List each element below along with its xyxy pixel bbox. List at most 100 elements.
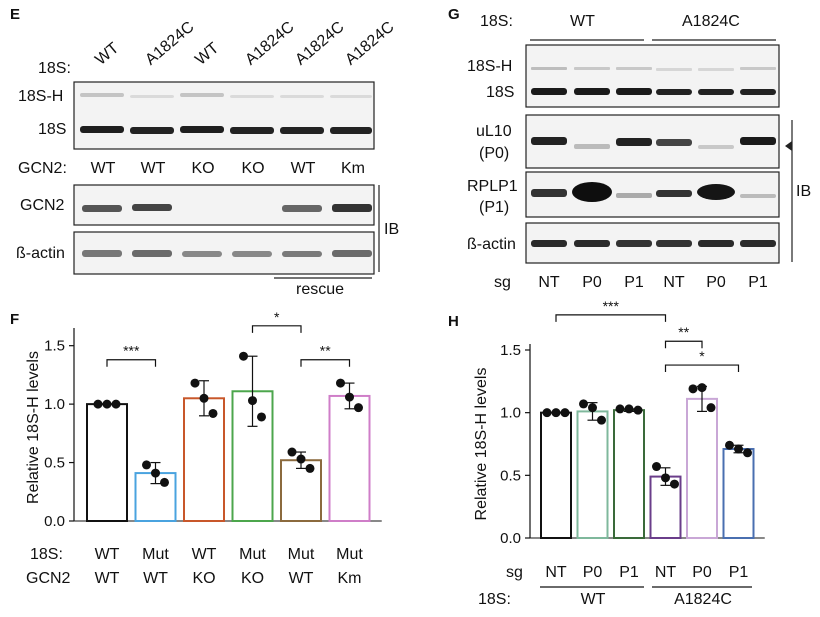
g-sg-lane-1: P0: [582, 274, 602, 291]
data-point: [542, 408, 552, 418]
data-point: [160, 477, 169, 487]
panel-letter-h: H: [448, 313, 459, 330]
g-label-p1: (P1): [479, 199, 509, 216]
g-blot-ul10-bands: [531, 137, 776, 149]
e-gcn2-lane-labels: WT WT KO KO WT Km: [91, 160, 365, 177]
e-rescue-label: rescue: [296, 281, 344, 298]
h-sg-category: P1: [729, 564, 749, 581]
f-18s-category: WT: [192, 546, 217, 563]
significance-label: ***: [123, 343, 140, 359]
e-18s-lane-2: WT: [192, 39, 222, 68]
data-point: [142, 460, 151, 470]
g-label-18s-h: 18S-H: [467, 58, 512, 75]
bar: [280, 459, 322, 523]
f-gcn2-category: WT: [143, 570, 168, 587]
g-sg-lane-labels: NT P0 P1 NT P0 P1: [538, 274, 768, 291]
data-point: [111, 399, 121, 409]
g-label-18s: 18S: [486, 84, 514, 101]
e-18s-lane-5: A1824C: [342, 18, 397, 68]
data-point: [239, 351, 248, 361]
y-tick-label: 0.0: [44, 513, 65, 530]
e-blot-gcn2-bands: [82, 204, 372, 212]
data-point: [336, 378, 345, 388]
f-18s-category: Mut: [336, 546, 363, 563]
data-point: [551, 408, 561, 418]
e-gcn2-lane-1: WT: [141, 160, 166, 177]
h-sg-label: sg: [506, 564, 523, 581]
h-sg-category: P0: [583, 564, 603, 581]
bar: [613, 409, 645, 539]
significance-label: **: [320, 343, 331, 359]
data-point: [296, 454, 306, 464]
significance-label: *: [274, 309, 280, 325]
g-arrowhead-icon: [785, 141, 792, 151]
h-sg-category: P0: [692, 564, 712, 581]
e-ib-label: IB: [384, 221, 399, 238]
bar: [540, 411, 572, 539]
g-group-wt: WT: [570, 13, 595, 30]
y-axis-title: Relative 18S-H levels: [25, 351, 42, 504]
significance-bracket: [555, 314, 667, 322]
g-sg-lane-5: P1: [748, 274, 768, 291]
e-gcn2-lane-4: WT: [291, 160, 316, 177]
g-ib-label: IB: [796, 183, 811, 200]
g-sg-lane-0: NT: [538, 274, 560, 291]
e-18s-lane-0: WT: [92, 39, 122, 68]
h-sg-category: NT: [545, 564, 567, 581]
g-sg-lane-4: P0: [706, 274, 726, 291]
h-18s-row-label: 18S:: [478, 591, 511, 608]
data-point: [151, 468, 160, 478]
bar: [328, 394, 371, 523]
g-blot-18s: [525, 44, 780, 108]
f-gcn2-category: KO: [241, 570, 264, 587]
f-gcn2-category: WT: [289, 570, 314, 587]
g-label-p0: (P0): [479, 145, 509, 162]
e-18s-lane-3: A1824C: [242, 18, 297, 68]
e-blot-actin-bands: [82, 250, 372, 257]
data-point: [190, 378, 200, 388]
g-blot-rplp1-bands: [531, 182, 776, 202]
e-gcn2-lane-2: KO: [191, 160, 214, 177]
data-point: [734, 444, 743, 454]
g-label-ul10: uL10: [476, 123, 512, 140]
significance-label: ***: [603, 298, 620, 314]
data-point: [102, 399, 112, 409]
panel-letter-f: F: [10, 311, 19, 328]
f-18s-category: WT: [95, 546, 120, 563]
data-point: [661, 473, 670, 483]
g-blot-ul10: [525, 114, 780, 169]
panel-letter-e: E: [10, 6, 20, 23]
data-point: [743, 448, 752, 458]
f-gcn2-category: KO: [192, 570, 215, 587]
e-blot-18s-bands: [80, 93, 372, 134]
data-point: [688, 384, 698, 394]
g-blot-actin: [525, 222, 780, 264]
h-group-wt: WT: [581, 591, 606, 608]
significance-bracket: [106, 359, 157, 367]
bar: [686, 397, 718, 539]
e-gcn2-lane-3: KO: [241, 160, 264, 177]
data-point: [287, 447, 297, 457]
data-point: [579, 399, 588, 409]
data-point: [248, 396, 257, 406]
data-point: [624, 404, 634, 414]
data-point: [597, 415, 606, 425]
data-point: [633, 405, 643, 415]
bar: [722, 448, 755, 539]
data-point: [615, 404, 625, 414]
e-label-18s: 18S: [38, 121, 66, 138]
bar: [576, 410, 609, 539]
y-tick-label: 1.0: [500, 405, 521, 422]
data-point: [560, 408, 570, 418]
g-label-actin: ß-actin: [467, 236, 516, 253]
e-label-actin: ß-actin: [16, 245, 65, 262]
f-gcn2-row-label: GCN2: [26, 570, 71, 587]
g-label-rplp1: RPLP1: [467, 178, 518, 195]
data-point: [199, 393, 209, 403]
y-tick-label: 0.5: [44, 455, 65, 472]
e-18s-row-label: 18S:: [38, 60, 71, 77]
g-blot-rplp1: [525, 171, 780, 218]
e-blot-gcn2: [73, 184, 375, 226]
